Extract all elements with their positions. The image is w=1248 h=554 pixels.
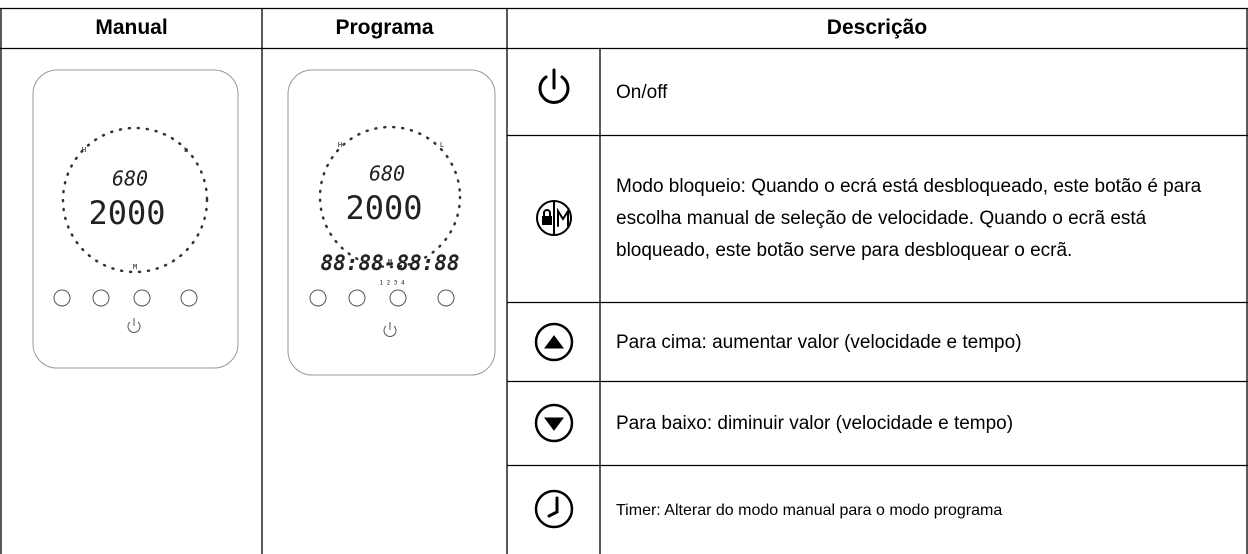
header-cell: Manual (95, 16, 168, 39)
description: Para baixo: diminuir valor (velocidade e… (616, 413, 1014, 434)
program-steps: 1 2 3 4 (379, 280, 405, 287)
scale-label: H (82, 146, 86, 154)
scale-label: H (338, 141, 342, 149)
header-cell: Programa (335, 16, 434, 39)
device-manual: 680 2000 H L M (32, 69, 239, 369)
scale-label: M (133, 263, 137, 271)
scale-label: M (388, 258, 392, 266)
scale-label: L (184, 146, 188, 154)
speed-display: 2000 (345, 189, 422, 227)
program-display: 88:88-88:88 (320, 251, 459, 275)
description: Modo bloqueio: Quando o ecrá está desblo… (616, 176, 1202, 261)
icons (534, 68, 574, 529)
description: Timer: Alterar do modo manual para o mod… (616, 501, 1003, 519)
description: On/off (616, 81, 668, 103)
speed-display: 2000 (88, 194, 165, 232)
header-cell: Descrição (826, 16, 928, 39)
power-display: 680 (369, 162, 405, 186)
power-display: 680 (112, 167, 148, 191)
scale-label: L (440, 141, 444, 149)
device-program: 680 2000 H L M 88:88-88:88 1 2 3 4 (287, 69, 496, 376)
description: Para cima: aumentar valor (velocidade e … (616, 331, 1022, 353)
